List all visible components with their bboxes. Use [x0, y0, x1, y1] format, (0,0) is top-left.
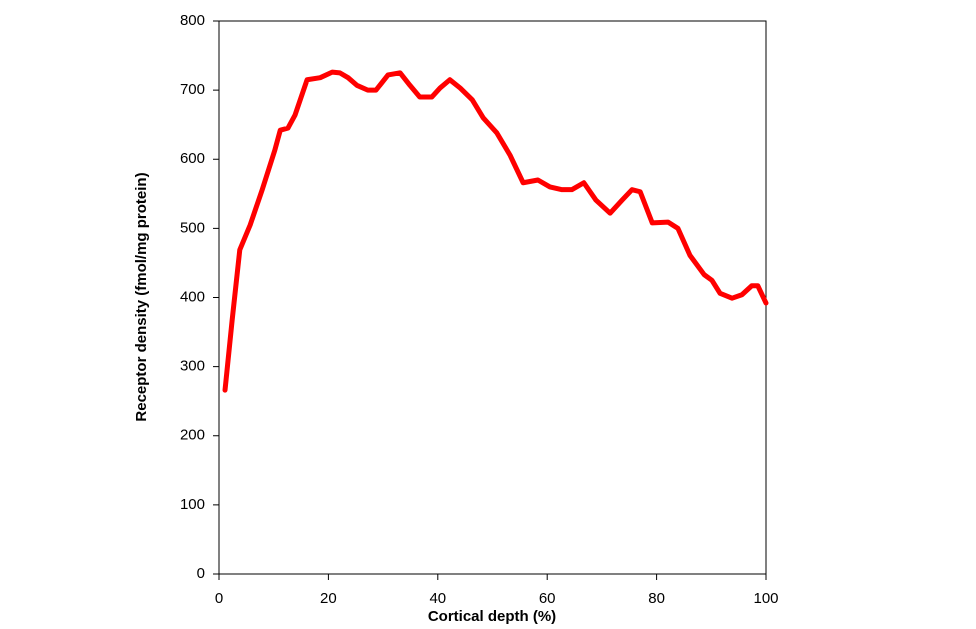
y-tick-label: 0 — [197, 565, 205, 582]
x-tick-label: 0 — [215, 590, 223, 607]
y-tick-label: 300 — [180, 358, 205, 375]
y-tick-label: 600 — [180, 150, 205, 167]
y-tick-label: 400 — [180, 288, 205, 305]
x-tick-label: 40 — [429, 590, 446, 607]
y-tick-label: 700 — [180, 81, 205, 98]
x-tick-label: 80 — [648, 590, 665, 607]
y-tick-label: 100 — [180, 496, 205, 513]
data-line — [222, 69, 769, 393]
x-tick-label: 100 — [753, 590, 778, 607]
x-tick-label: 20 — [320, 590, 337, 607]
y-axis-title: Receptor density (fmol/mg protein) — [133, 172, 150, 421]
y-tick-label: 500 — [180, 219, 205, 236]
x-tick-label: 60 — [539, 590, 556, 607]
x-axis-title: Cortical depth (%) — [428, 608, 556, 625]
y-tick-label: 800 — [180, 12, 205, 29]
y-tick-label: 200 — [180, 427, 205, 444]
